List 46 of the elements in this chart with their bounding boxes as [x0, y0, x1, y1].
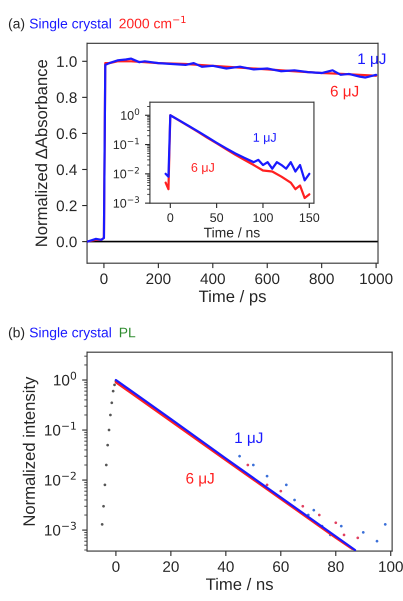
x-tick-label: 0: [167, 213, 174, 222]
x-tick-label: 0: [112, 561, 120, 572]
x-tick-label: 20: [163, 561, 179, 572]
text: PL: [120, 328, 136, 338]
chart-title: (a): [8, 18, 24, 32]
y-tick-label: 10$^{−1}$: [114, 138, 139, 150]
x-tick-label: 400: [200, 273, 225, 284]
x-tick-label: 40: [218, 561, 234, 572]
y-tick-label: 0.0: [56, 236, 77, 248]
x-tick-label: 50: [210, 213, 224, 222]
x-axis-title: Time / ns: [204, 227, 260, 238]
y-tick-label: 10$^{−3}$: [114, 196, 140, 208]
y-tick-label: 10$^{−2}$: [114, 167, 139, 178]
chart-subtitle: Single crystal: [30, 18, 111, 32]
y-tick-label: 10$^{−3}$: [45, 522, 76, 536]
x-tick-label: 60: [273, 561, 289, 572]
x-tick-label: 150: [300, 213, 320, 222]
y-tick-label: 0.8: [56, 92, 77, 104]
text: 2000 cm$^{−1}$: [119, 16, 186, 28]
y-axis-title: Normalized ΔAbsorbance: [35, 60, 48, 246]
x-tick-label: 0: [100, 273, 108, 284]
series-label: 6 μJ: [186, 472, 214, 486]
chart-title: (b): [8, 327, 24, 340]
y-tick-label: 0.2: [56, 200, 77, 212]
chart-subtitle: Single crystal: [30, 327, 111, 340]
y-axis-title: Normalized intensity: [22, 376, 38, 526]
series-label: 6 μJ: [330, 86, 358, 100]
x-tick-label: 1000: [360, 273, 393, 284]
x-tick-label: 80: [328, 561, 344, 572]
y-tick-label: 1.0: [57, 56, 77, 67]
x-axis-title: Time / ns: [206, 578, 273, 590]
y-tick-label: 10$^{−1}$: [45, 422, 76, 436]
x-tick-label: 100: [253, 213, 273, 222]
y-tick-label: 10$^{0}$: [54, 372, 76, 386]
y-tick-label: 0.4: [56, 164, 77, 176]
x-tick-label: 600: [255, 273, 280, 284]
series-label: 1 μJ: [235, 432, 262, 446]
x-tick-label: 100: [379, 561, 403, 572]
y-tick-label: 10$^{−2}$: [45, 472, 76, 486]
x-axis-title: Time / ps: [198, 290, 266, 306]
x-tick-label: 800: [310, 273, 334, 284]
series-label: 1 μJ: [254, 133, 276, 144]
y-tick-label: 10$^{0}$: [121, 108, 140, 120]
y-tick-label: 0.6: [56, 128, 77, 140]
series-label: 6 μJ: [192, 163, 214, 174]
x-tick-label: 200: [146, 273, 171, 284]
